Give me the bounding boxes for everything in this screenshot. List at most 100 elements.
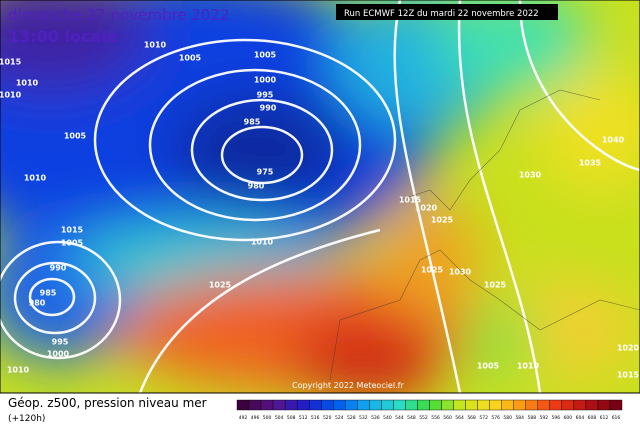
scale-label: 604: [576, 415, 585, 421]
isobar-label: 1010: [0, 91, 22, 100]
scale-swatch: [296, 399, 310, 411]
scale-label: 540: [383, 415, 392, 421]
scale-label: 584: [515, 415, 524, 421]
scale-label: 508: [287, 415, 296, 421]
isobar-label: 1005: [61, 239, 84, 248]
scale-label: 524: [335, 415, 344, 421]
scale-swatch: [345, 399, 358, 411]
scale-swatch: [381, 399, 394, 411]
scale-swatch: [260, 399, 274, 411]
scale-label: 612: [600, 415, 609, 421]
isobar-label: 995: [257, 91, 274, 100]
run: Run ECMWF 12Z du mardi 22 novembre 2022: [344, 9, 539, 19]
isobar-label: 985: [40, 289, 57, 298]
isobar-label: 1025: [484, 281, 507, 290]
scale-swatch: [429, 399, 442, 411]
isobar-label: 1020: [415, 204, 438, 213]
isobar-label: 1010: [517, 362, 540, 371]
scale-label: 512: [299, 415, 308, 421]
isobar-label: 995: [52, 338, 69, 347]
scale-swatch: [393, 399, 406, 411]
scale-swatch: [236, 399, 250, 411]
isobar-label: 980: [248, 182, 265, 191]
scale-label: 572: [479, 415, 488, 421]
scale-label: 548: [407, 415, 416, 421]
isobar-label: 1035: [579, 159, 602, 168]
scale-label: 560: [443, 415, 452, 421]
isobar-label: 990: [50, 264, 67, 273]
scale-label: 528: [347, 415, 356, 421]
isobar-label: 1015: [61, 226, 84, 235]
scale-swatch: [477, 399, 490, 411]
scale-label: 552: [419, 415, 428, 421]
scale-swatch: [585, 399, 599, 411]
scale-swatch: [537, 399, 551, 411]
scale-swatch: [272, 399, 286, 411]
lead-time: (+120h): [8, 414, 45, 424]
scale-label: 496: [251, 415, 260, 421]
isobar-label: 980: [29, 299, 46, 308]
isobar-label: 1010: [24, 174, 47, 183]
scale-label: 608: [588, 415, 597, 421]
scale-label: 536: [371, 415, 380, 421]
isobar-label: 1000: [47, 350, 70, 359]
isobar-label: 1010: [144, 41, 167, 50]
map-field: [0, 0, 640, 393]
scale-swatch: [549, 399, 563, 411]
isobar-label: 1030: [519, 171, 542, 180]
scale-swatch: [525, 399, 538, 411]
scale-swatch: [597, 399, 611, 411]
scale-label: 564: [455, 415, 464, 421]
scale-label: 504: [275, 415, 284, 421]
scale-label: 596: [552, 415, 561, 421]
scale-label: 556: [431, 415, 440, 421]
scale-swatch: [501, 399, 514, 411]
isobar-label: 1025: [209, 281, 232, 290]
copyright: Copyright 2022 Meteociel.fr: [292, 381, 404, 390]
run-box: [336, 4, 558, 20]
color-scale: 492 496 500 504 508 512 516 520 524 528 532 536 540 5…: [236, 399, 623, 421]
scale-swatch: [248, 399, 262, 411]
isobar-label: 1005: [179, 54, 202, 63]
scale-label: 516: [311, 415, 320, 421]
scale-label: 500: [263, 415, 272, 421]
scale-swatch: [465, 399, 478, 411]
scale-label: 576: [491, 415, 500, 421]
footer-title: Géop. z500, pression niveau mer: [8, 396, 207, 410]
scale-swatch: [609, 399, 623, 411]
scale-label: 520: [323, 415, 332, 421]
isobar-label: 1010: [16, 79, 39, 88]
isobar-label: 975: [257, 168, 274, 177]
isobar-label: 1005: [477, 362, 500, 371]
scale-swatch: [284, 399, 298, 411]
scale-swatch: [417, 399, 430, 411]
scale-label: 544: [395, 415, 404, 421]
scale-swatch: [573, 399, 587, 411]
isobar-label: 1015: [399, 196, 422, 205]
isobar-label: 990: [260, 104, 277, 113]
scale-swatch: [333, 399, 346, 411]
scale-swatch: [308, 399, 322, 411]
isobar-label: 1030: [449, 268, 472, 277]
scale-swatch: [453, 399, 466, 411]
time: 13:00 locale: [8, 27, 118, 46]
scale-swatch: [441, 399, 454, 411]
isobar-label: 1005: [64, 132, 87, 141]
scale-swatch: [357, 399, 370, 411]
map-frame: [0, 0, 640, 394]
scale-swatch: [561, 399, 575, 411]
isobar-label: 1025: [431, 216, 454, 225]
scale-swatch: [489, 399, 502, 411]
scale-label: 492: [239, 415, 248, 421]
isobar-label: 1015: [617, 371, 640, 380]
scale-label: 580: [503, 415, 512, 421]
isobar-label: 1010: [251, 238, 274, 247]
isobar-labels: 1010 1005 1005 1000 995 990 985 975 980 1015 1010 1…: [0, 41, 640, 380]
scale-label: 616: [612, 415, 621, 421]
isobar-label: 1010: [7, 366, 30, 375]
scale-label: 588: [527, 415, 536, 421]
isobar-label: 1020: [617, 344, 640, 353]
scale-label: 532: [359, 415, 368, 421]
scale-label: 600: [564, 415, 573, 421]
